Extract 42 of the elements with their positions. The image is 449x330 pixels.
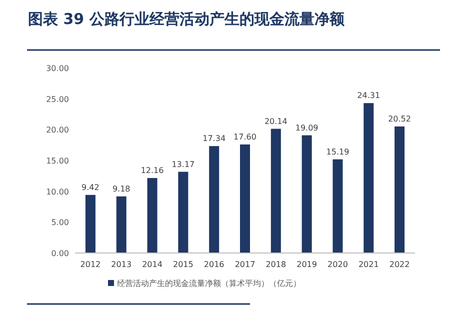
bar bbox=[209, 146, 220, 253]
x-tick-label: 2016 bbox=[204, 260, 224, 269]
x-tick-label: 2022 bbox=[389, 260, 410, 269]
x-tick-label: 2019 bbox=[296, 260, 317, 269]
data-label: 9.42 bbox=[82, 182, 100, 192]
x-tick-label: 2015 bbox=[173, 260, 194, 269]
y-tick-label: 20.00 bbox=[46, 126, 69, 135]
data-label: 9.18 bbox=[112, 184, 130, 194]
data-label: 12.16 bbox=[140, 166, 164, 176]
x-tick-label: 2018 bbox=[266, 260, 286, 269]
y-tick-label: 25.00 bbox=[46, 94, 69, 104]
y-tick-label: 10.00 bbox=[46, 187, 69, 196]
x-tick-label: 2012 bbox=[80, 260, 101, 269]
data-label: 17.60 bbox=[234, 132, 256, 142]
data-label: 24.31 bbox=[357, 91, 380, 100]
bar bbox=[178, 172, 188, 253]
y-tick-label: 5.00 bbox=[51, 218, 69, 228]
data-label: 19.09 bbox=[295, 123, 318, 132]
bar bbox=[332, 159, 343, 253]
bar bbox=[147, 178, 158, 253]
y-tick-label: 15.00 bbox=[46, 156, 69, 166]
legend-label: 经营活动产生的现金流量净额（算术平均）（亿元） bbox=[117, 279, 301, 288]
x-tick-label: 2013 bbox=[111, 260, 132, 269]
y-tick-label: 0.00 bbox=[51, 249, 69, 258]
x-tick-label: 2020 bbox=[328, 260, 348, 269]
bar bbox=[116, 196, 126, 253]
chart-title: 图表 39 公路行业经营活动产生的现金流量净额 bbox=[28, 10, 346, 28]
bar bbox=[85, 194, 96, 253]
x-tick-label: 2021 bbox=[358, 260, 379, 269]
data-label: 15.19 bbox=[326, 147, 350, 156]
x-tick-label: 2017 bbox=[234, 260, 256, 269]
bar bbox=[302, 135, 312, 253]
x-tick-label: 2014 bbox=[142, 260, 162, 269]
bar bbox=[364, 103, 374, 253]
bar bbox=[394, 126, 405, 253]
bar bbox=[240, 144, 250, 253]
y-tick-label: 30.00 bbox=[46, 64, 69, 73]
data-label: 17.34 bbox=[202, 134, 226, 144]
data-label: 20.52 bbox=[388, 114, 411, 124]
data-label: 13.17 bbox=[172, 160, 195, 169]
bar bbox=[270, 128, 281, 253]
data-label: 20.14 bbox=[264, 116, 288, 126]
